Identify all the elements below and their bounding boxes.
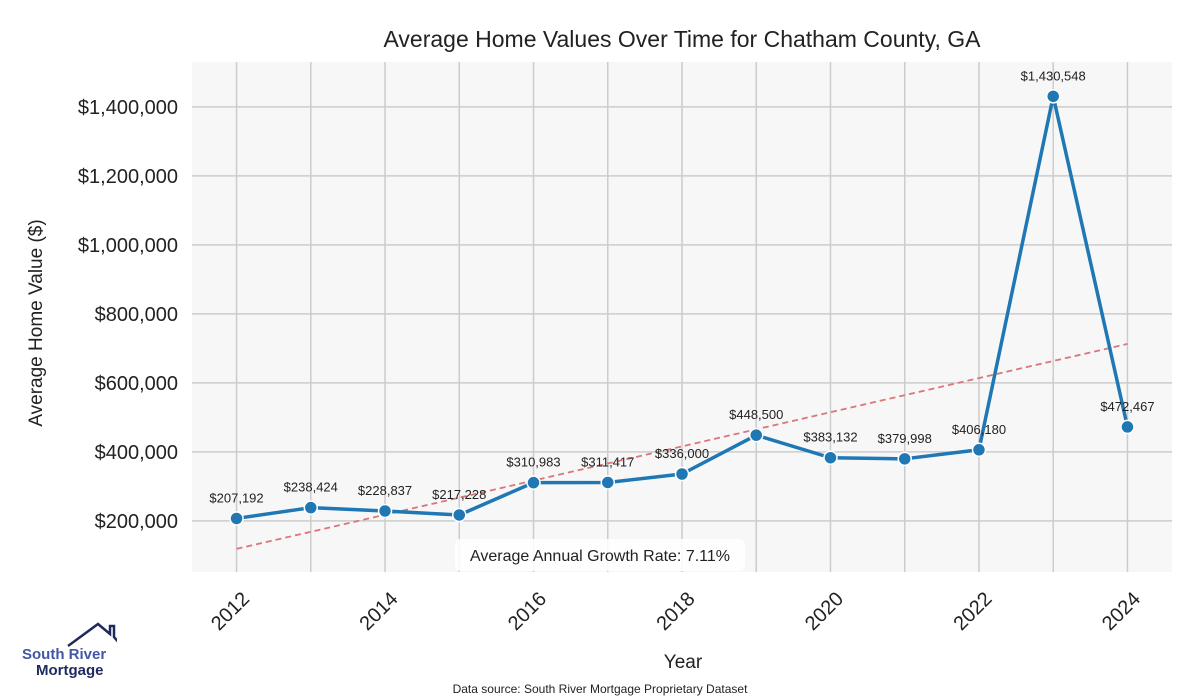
y-tick-label: $1,400,000 bbox=[78, 97, 178, 119]
growth-rate-annotation: Average Annual Growth Rate: 7.11% bbox=[470, 548, 730, 565]
x-tick-label: 2012 bbox=[207, 588, 254, 635]
data-label: $1,430,548 bbox=[1021, 68, 1086, 83]
x-axis-label: Year bbox=[664, 652, 703, 673]
data-point bbox=[377, 503, 393, 519]
data-point bbox=[1045, 89, 1061, 104]
data-label: $217,228 bbox=[432, 487, 486, 502]
data-source-note: Data source: South River Mortgage Propri… bbox=[453, 682, 748, 696]
y-tick-label: $1,000,000 bbox=[78, 235, 178, 257]
data-label: $311,417 bbox=[581, 454, 634, 469]
data-label: $383,132 bbox=[803, 430, 857, 445]
data-label: $406,180 bbox=[952, 422, 1006, 437]
data-point bbox=[674, 466, 690, 482]
x-tick-label: 2020 bbox=[801, 588, 848, 635]
data-label: $379,998 bbox=[878, 431, 932, 446]
data-point bbox=[823, 450, 838, 465]
data-label: $228,837 bbox=[358, 483, 412, 498]
x-tick-label: 2016 bbox=[504, 588, 551, 635]
data-label: $448,500 bbox=[729, 407, 783, 422]
y-tick-label: $1,200,000 bbox=[78, 166, 178, 188]
y-tick-label: $400,000 bbox=[95, 442, 178, 464]
y-tick-label: $200,000 bbox=[95, 511, 178, 533]
data-point bbox=[897, 451, 912, 467]
logo-line-2: Mortgage bbox=[36, 662, 104, 679]
x-tick-label: 2024 bbox=[1098, 588, 1145, 635]
chart-title: Average Home Values Over Time for Chatha… bbox=[384, 26, 982, 52]
x-tick-label: 2022 bbox=[949, 588, 996, 635]
x-tick-label: 2018 bbox=[653, 588, 700, 635]
y-tick-label: $800,000 bbox=[95, 304, 178, 326]
data-label: $472,467 bbox=[1100, 399, 1154, 414]
data-point bbox=[748, 427, 764, 443]
data-point bbox=[1120, 419, 1135, 435]
data-label: $310,983 bbox=[506, 455, 560, 470]
data-point bbox=[452, 507, 467, 523]
data-label: $207,192 bbox=[209, 490, 263, 505]
data-point bbox=[303, 500, 319, 515]
y-tick-label: $600,000 bbox=[95, 373, 178, 395]
y-axis-label: Average Home Value ($) bbox=[26, 219, 47, 426]
logo-line-1: South River bbox=[22, 646, 107, 663]
data-point bbox=[600, 475, 616, 490]
data-point bbox=[229, 511, 244, 526]
annotation-box bbox=[455, 539, 745, 571]
house-roof-icon bbox=[67, 622, 117, 648]
data-point bbox=[526, 475, 541, 490]
data-label: $336,000 bbox=[655, 446, 709, 461]
data-point bbox=[971, 442, 987, 458]
data-label: $238,424 bbox=[284, 480, 338, 495]
x-tick-label: 2014 bbox=[356, 588, 403, 635]
